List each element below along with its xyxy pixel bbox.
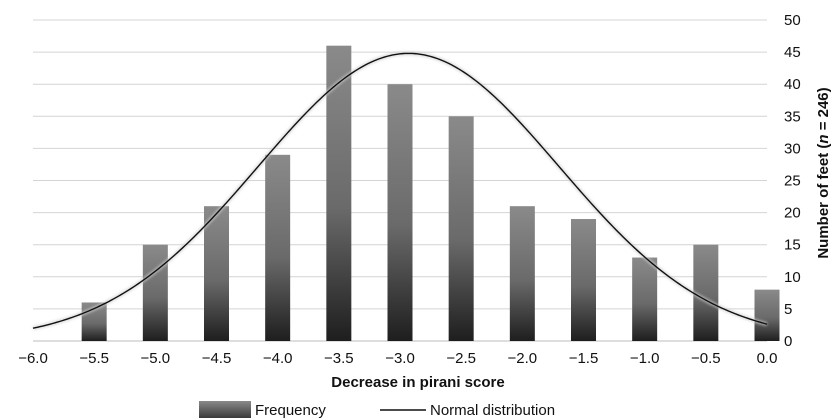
- y-tick-label: 10: [784, 269, 801, 286]
- bar: [326, 45, 352, 342]
- normal-curve: [32, 51, 768, 331]
- y-axis-title-italic: n: [815, 134, 832, 143]
- bar: [571, 219, 596, 341]
- x-axis-title: Decrease in pirani score: [331, 374, 504, 391]
- x-tick-label: −1.5: [569, 350, 599, 367]
- legend-swatch-frequency: [199, 401, 251, 418]
- x-tick-label: −3.0: [385, 350, 415, 367]
- bar: [509, 206, 535, 341]
- legend-label-frequency: Frequency: [255, 402, 326, 419]
- x-axis-ticks: −6.0 −5.5 −5.0 −4.5 −4.0 −3.5 −3.0 −2.5 −2.0 −1.5…: [18, 350, 777, 367]
- x-tick-label: −6.0: [18, 350, 48, 367]
- bar: [265, 154, 291, 341]
- y-tick-label: 40: [784, 76, 801, 93]
- y-tick-label: 5: [784, 301, 792, 318]
- normal-curve-line: [32, 52, 768, 329]
- y-tick-label: 15: [784, 237, 801, 254]
- legend-label-normal: Normal distribution: [430, 402, 555, 419]
- x-tick-label: −4.0: [263, 350, 293, 367]
- bar: [693, 244, 719, 341]
- y-axis-title-prefix: Number of feet (: [815, 144, 832, 259]
- bar: [204, 206, 229, 341]
- y-tick-label: 30: [784, 140, 801, 157]
- y-axis-title-suffix: = 246): [815, 87, 832, 134]
- y-tick-label: 20: [784, 205, 801, 222]
- x-tick-label: −5.5: [79, 350, 109, 367]
- bar-series: [81, 45, 780, 342]
- x-tick-label: −2.0: [508, 350, 538, 367]
- y-tick-label: 35: [784, 108, 801, 125]
- y-tick-label: 0: [784, 333, 792, 350]
- legend: Frequency Normal distribution: [199, 401, 555, 419]
- x-tick-label: 0.0: [757, 350, 778, 367]
- x-tick-label: −4.5: [202, 350, 232, 367]
- bar: [448, 116, 474, 341]
- bar: [632, 257, 658, 341]
- bar: [754, 289, 780, 341]
- y-tick-label: 25: [784, 173, 801, 190]
- y-axis-title: Number of feet (n = 246): [815, 87, 832, 258]
- x-tick-label: −2.5: [446, 350, 476, 367]
- x-tick-label: −0.5: [691, 350, 721, 367]
- bar: [142, 244, 168, 341]
- x-tick-label: −1.0: [630, 350, 660, 367]
- bar: [387, 84, 413, 341]
- y-tick-label: 45: [784, 44, 801, 61]
- y-tick-label: 50: [784, 12, 801, 29]
- y-axis-ticks: 0 5 10 15 20 25 30 35 40 45 50: [784, 12, 801, 350]
- x-tick-label: −3.5: [324, 350, 354, 367]
- x-tick-label: −5.0: [141, 350, 171, 367]
